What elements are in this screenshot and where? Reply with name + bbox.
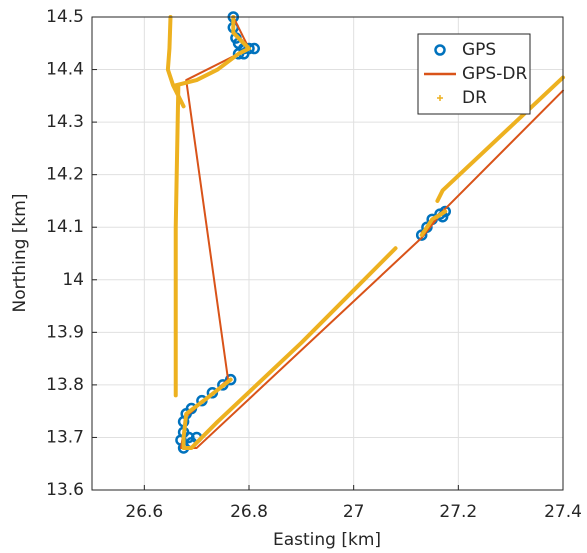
- x-tick-label: 27.4: [544, 502, 582, 522]
- y-tick-label: 14.5: [46, 7, 84, 27]
- legend-label: GPS-DR: [462, 64, 527, 84]
- y-axis-label: Northing [km]: [10, 194, 30, 313]
- gps-point: [217, 379, 229, 391]
- y-tick-label: 13.7: [46, 427, 84, 447]
- y-tick-label: 14.4: [46, 60, 84, 80]
- gps-point: [232, 48, 245, 60]
- legend-label: DR: [462, 88, 487, 108]
- x-tick-label: 26.6: [125, 502, 163, 522]
- x-tick-label: 27.2: [439, 502, 477, 522]
- x-axis-label: Easting [km]: [273, 530, 381, 550]
- y-tick-label: 13.9: [46, 322, 84, 342]
- x-tick-label: 27: [343, 502, 365, 522]
- x-tick-label: 26.8: [230, 502, 268, 522]
- gps-point: [415, 229, 428, 241]
- axes-box: [91, 16, 564, 491]
- legend-label: GPS: [462, 40, 496, 60]
- legend: GPS GPS-DR DR: [417, 33, 531, 115]
- y-tick-label: 14: [62, 270, 84, 290]
- y-tick-label: 14.1: [46, 217, 84, 237]
- y-tick-label: 14.3: [46, 112, 84, 132]
- series-line: [165, 15, 565, 450]
- y-tick-label: 14.2: [46, 165, 84, 185]
- legend-marker: [434, 44, 446, 56]
- marks: [165, 11, 565, 454]
- gps-point: [224, 373, 237, 386]
- y-tick-label: 13.8: [46, 375, 84, 395]
- y-tick-label: 13.6: [46, 480, 84, 500]
